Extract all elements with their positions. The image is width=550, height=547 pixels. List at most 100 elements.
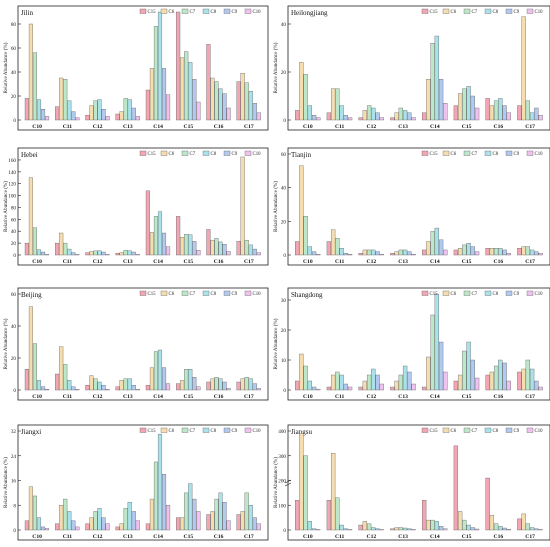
bar-C12-C8 xyxy=(371,527,376,531)
bar-C11-C9 xyxy=(71,252,76,256)
bar-C13-C7 xyxy=(398,527,403,531)
bar-C13-C15 xyxy=(115,386,120,391)
legend-label: C6 xyxy=(169,152,175,157)
bar-C11-C6 xyxy=(330,229,336,256)
x-tick-label: C12 xyxy=(93,534,103,540)
bar-C12-C15 xyxy=(358,117,363,121)
panel-frame xyxy=(17,5,269,131)
bar-C15-C8 xyxy=(188,62,193,121)
bar-C14-C9 xyxy=(438,239,444,256)
bar-C16-C8 xyxy=(498,248,503,256)
legend-swatch-C6 xyxy=(442,150,450,156)
bar-C11-C8 xyxy=(67,380,72,391)
legend-swatch-C9 xyxy=(223,150,231,156)
panel-title: Shangdong xyxy=(291,291,323,299)
bar-C10-C9 xyxy=(40,386,46,391)
bar-C11-C6 xyxy=(330,374,336,391)
bar-C10-C8 xyxy=(307,246,312,256)
bar-C16-C10 xyxy=(226,520,231,531)
x-tick-label: C14 xyxy=(430,394,440,400)
bar-C15-C9 xyxy=(192,498,197,531)
bar-C13-C6 xyxy=(394,380,399,391)
bar-C17-C9 xyxy=(534,107,539,121)
x-tick-label: C14 xyxy=(153,124,163,130)
chart-panel-2: Hebei Relative Abundance (%) 0 20 40 60 80 100 1… xyxy=(2,147,269,266)
bar-C16-C7 xyxy=(493,248,499,256)
bar-C12-C7 xyxy=(93,378,98,391)
x-tick-label: C17 xyxy=(525,394,535,400)
y-axis-label: Relative Abundance (%) xyxy=(2,318,9,369)
x-tick-label: C16 xyxy=(214,394,224,400)
y-tick-label: 32 xyxy=(11,429,17,435)
bar-C17-C10 xyxy=(256,523,261,531)
bar-C10-C9 xyxy=(311,386,317,391)
y-tick-label: 60 xyxy=(11,292,17,298)
bar-C13-C6 xyxy=(119,523,124,531)
bar-C15-C8 xyxy=(188,369,193,391)
bar-C15-C6 xyxy=(180,517,185,531)
bar-C17-C8 xyxy=(248,378,253,391)
bar-C12-C7 xyxy=(93,250,98,256)
y-tick-label: 16 xyxy=(11,479,17,485)
legend-swatch-C15 xyxy=(421,290,429,296)
bar-C14-C10 xyxy=(166,383,171,391)
y-tick-label: 20 xyxy=(11,241,17,247)
y-tick-label: 40 xyxy=(11,324,17,330)
bar-C13-C15 xyxy=(115,526,120,531)
bar-C17-C15 xyxy=(517,248,522,256)
bar-C11-C10 xyxy=(347,253,353,256)
bar-C14-C7 xyxy=(153,216,158,256)
bar-C11-C7 xyxy=(335,371,340,391)
bar-C12-C9 xyxy=(375,251,380,256)
bar-C17-C8 xyxy=(529,249,535,256)
bar-C13-C15 xyxy=(115,253,120,256)
bar-C13-C8 xyxy=(127,99,132,121)
panel-frame xyxy=(17,147,269,266)
panel-frame xyxy=(287,147,550,266)
bar-C13-C7 xyxy=(398,374,403,391)
bar-C13-C7 xyxy=(398,107,403,121)
bar-C16-C8 xyxy=(218,88,223,121)
y-tick-label: 0 xyxy=(13,388,16,394)
bar-C15-C10 xyxy=(196,101,201,121)
legend-swatch-C8 xyxy=(484,290,492,296)
y-tick-label: 60 xyxy=(11,217,17,223)
bar-C10-C8 xyxy=(307,105,312,121)
legend-swatch-C9 xyxy=(223,8,231,14)
legend-label: C9 xyxy=(514,292,520,297)
legend-swatch-C15 xyxy=(139,290,147,296)
bar-C14-C9 xyxy=(161,474,167,531)
legend-label: C8 xyxy=(493,292,499,297)
x-tick-label: C15 xyxy=(184,394,194,400)
legend-swatch-C9 xyxy=(223,290,231,296)
x-tick-label: C17 xyxy=(244,394,254,400)
legend-swatch-C15 xyxy=(421,150,429,156)
bar-C11-C7 xyxy=(335,497,340,531)
bar-C11-C8 xyxy=(339,524,344,531)
bar-C13-C6 xyxy=(119,252,124,256)
panel-title: Hebei xyxy=(21,151,38,159)
bar-C10-C6 xyxy=(28,486,33,531)
bar-C11-C9 xyxy=(343,253,348,256)
bar-C12-C9 xyxy=(101,109,106,121)
legend-label: C15 xyxy=(148,152,157,157)
bar-C13-C7 xyxy=(123,98,128,121)
bar-C17-C7 xyxy=(244,82,249,121)
bar-C14-C8 xyxy=(157,211,163,256)
bar-C16-C15 xyxy=(485,374,490,391)
legend-label: C15 xyxy=(430,429,439,434)
bar-C11-C15 xyxy=(55,106,60,121)
legend-label: C10 xyxy=(253,292,262,297)
bar-C16-C7 xyxy=(214,81,219,121)
bar-C17-C8 xyxy=(248,91,253,121)
bar-C11-C8 xyxy=(67,511,72,531)
bar-C17-C6 xyxy=(240,156,245,256)
legend-swatch-C6 xyxy=(442,427,450,433)
legend-label: C15 xyxy=(430,10,439,15)
bar-C12-C9 xyxy=(375,112,380,121)
bar-C11-C15 xyxy=(326,241,332,256)
bar-C14-C10 xyxy=(443,528,448,531)
bar-C14-C6 xyxy=(426,356,431,391)
bar-C13-C9 xyxy=(131,385,136,391)
bar-C16-C15 xyxy=(206,514,211,531)
